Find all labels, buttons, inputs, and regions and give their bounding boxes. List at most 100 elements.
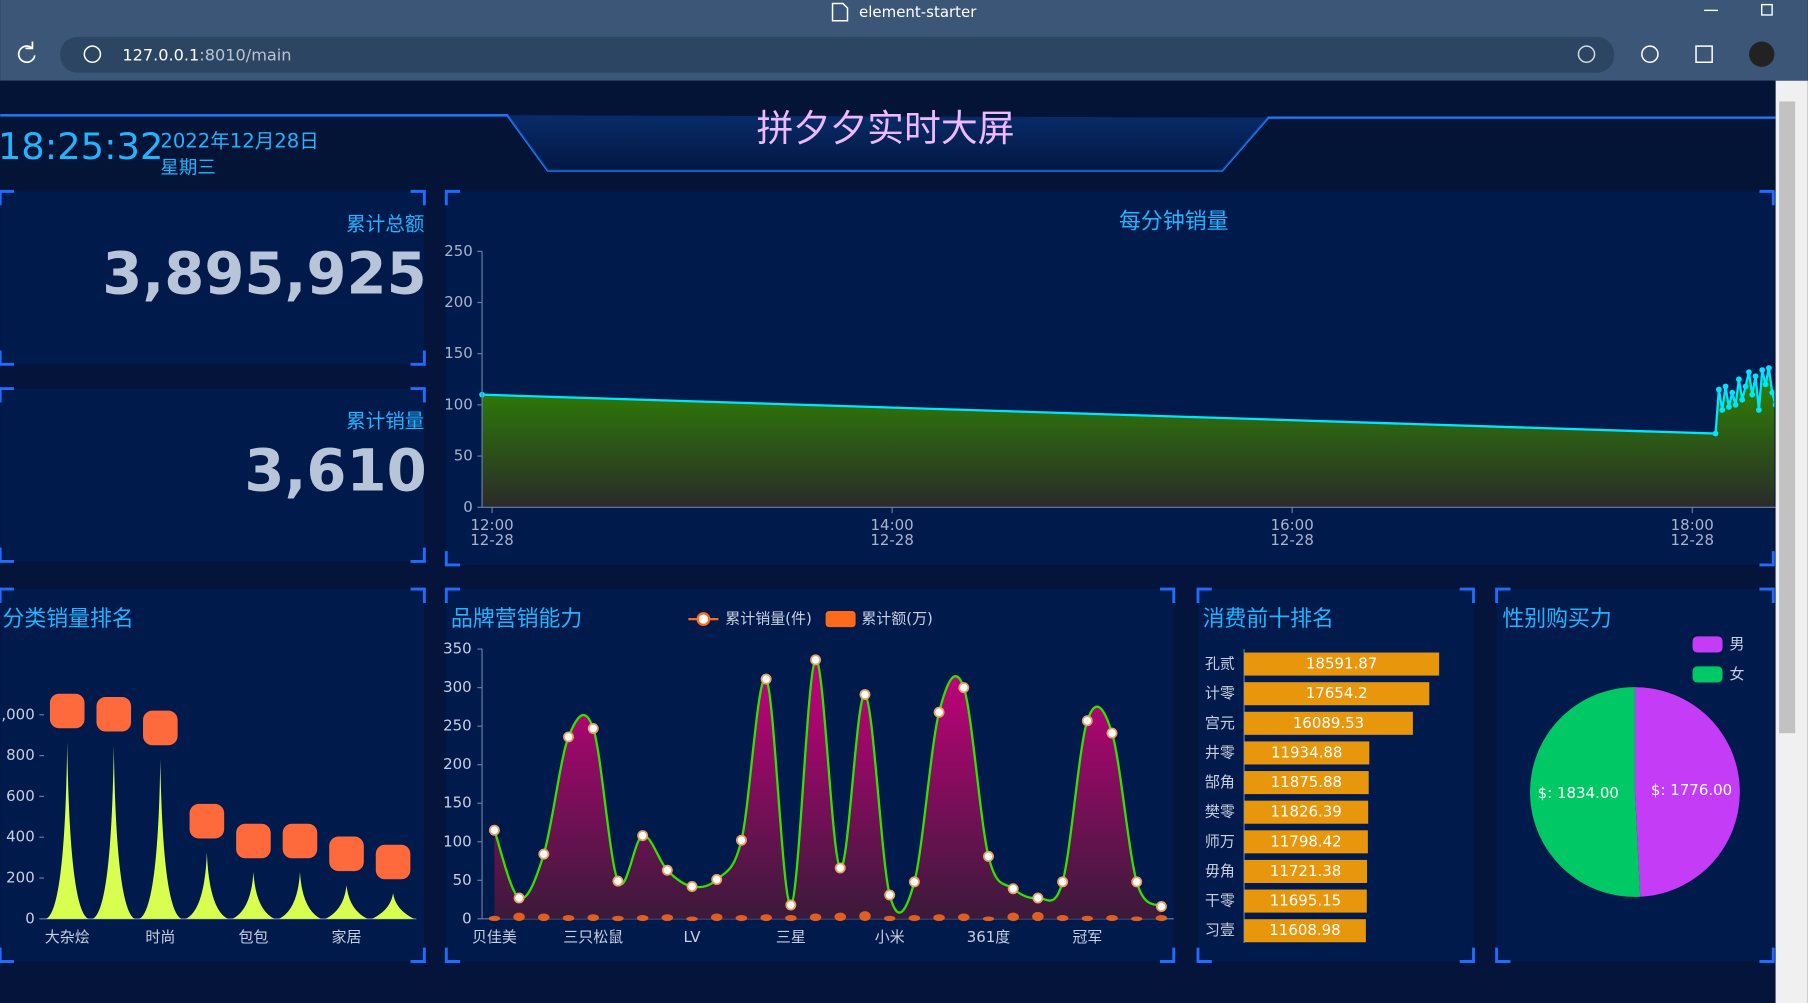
category-icon: [282, 823, 318, 859]
point: [1742, 383, 1749, 390]
address-bar[interactable]: [60, 36, 1615, 73]
point: [760, 673, 772, 685]
y-tick-label: 150: [443, 794, 472, 812]
point: [1716, 386, 1722, 393]
bar: [1244, 741, 1370, 765]
category-icon: [236, 823, 271, 859]
chart-title: 分类销量排名: [2, 607, 133, 632]
x-tick-label: 18:00: [1671, 516, 1714, 534]
point: [1736, 376, 1742, 383]
value-label: $: 1834.00: [1538, 784, 1619, 802]
bar: [1056, 914, 1069, 922]
area: [494, 659, 1162, 919]
bar: [908, 914, 921, 922]
category-icon: [375, 844, 411, 880]
bar: [1244, 889, 1367, 913]
value-label: 11798.42: [1270, 832, 1341, 850]
y-tick-label: 干零: [1205, 892, 1235, 910]
point: [1752, 373, 1759, 380]
y-tick-label: 600: [6, 787, 35, 805]
panel: [0, 191, 425, 365]
bar: [1081, 915, 1094, 922]
point: [1772, 402, 1775, 408]
bar: [232, 872, 275, 919]
bar: [46, 742, 89, 919]
value-label: 11721.38: [1270, 862, 1341, 880]
collections-icon[interactable]: [1695, 45, 1713, 64]
y-tick-label: 井零: [1205, 743, 1235, 761]
chart-title: 品牌营销能力: [451, 607, 582, 632]
point: [1719, 407, 1726, 413]
point: [1155, 901, 1167, 912]
y-tick-label: 1,000: [0, 705, 35, 723]
header-center: [507, 115, 1269, 171]
y-tick-label: 400: [6, 828, 35, 846]
bar: [92, 745, 135, 919]
bar: [185, 852, 228, 919]
site-info-icon[interactable]: [83, 45, 102, 64]
point: [1032, 892, 1044, 904]
x-tick-label: 12-28: [870, 531, 914, 549]
y-tick-label: 150: [444, 344, 473, 362]
point: [1081, 715, 1093, 727]
x-tick-label: LV: [684, 928, 702, 946]
panel: [0, 388, 425, 562]
y-tick-label: 350: [443, 640, 472, 658]
y-tick-label: 100: [444, 395, 473, 413]
value-label: $: 1776.00: [1651, 781, 1732, 799]
value-label: 11608.98: [1269, 921, 1340, 939]
scrollbar-thumb[interactable]: [1779, 101, 1796, 734]
bar: [834, 912, 847, 922]
bar: [1155, 914, 1168, 922]
x-tick-label: 14:00: [871, 516, 914, 534]
point: [958, 682, 970, 694]
bar: [760, 914, 772, 922]
card-value: 3,610: [244, 437, 426, 505]
y-tick-label: 习壹: [1205, 921, 1235, 939]
point: [1766, 365, 1772, 371]
panel-corner: [444, 189, 1775, 567]
y-tick-label: 计零: [1205, 684, 1235, 702]
chart-title: 每分钟销量: [1119, 210, 1228, 235]
bar: [883, 915, 896, 922]
pie-slice: [1530, 687, 1641, 897]
bar: [1244, 711, 1413, 735]
y-tick-label: 800: [6, 746, 35, 764]
point: [686, 880, 698, 892]
point: [908, 876, 920, 888]
point: [1732, 402, 1739, 408]
chart-title: 消费前十排名: [1203, 607, 1334, 632]
card-value: 3,895,925: [102, 239, 426, 307]
reload-button[interactable]: [17, 41, 36, 64]
point: [612, 875, 624, 887]
favorite-icon[interactable]: [1577, 45, 1596, 64]
y-tick-label: 200: [443, 755, 472, 773]
profile-icon[interactable]: [1749, 41, 1775, 67]
point: [488, 824, 500, 836]
bar: [809, 913, 822, 922]
point: [1057, 876, 1069, 888]
y-tick-label: 0: [25, 909, 35, 927]
point: [1106, 727, 1118, 739]
restore-button[interactable]: [1761, 3, 1773, 16]
x-tick-label: 大杂烩: [45, 928, 90, 946]
bar: [1106, 914, 1118, 922]
bar: [372, 893, 415, 919]
y-tick-label: 孔贰: [1205, 655, 1235, 673]
clock-date: 2022年12月28日: [160, 129, 318, 152]
category-icon: [189, 803, 225, 839]
bar: [735, 914, 748, 922]
bar: [982, 916, 995, 922]
point: [933, 706, 945, 718]
panel-corner: [444, 587, 1176, 963]
bar: [488, 915, 501, 922]
bar: [1244, 800, 1369, 824]
value-label: 18591.87: [1306, 655, 1377, 673]
bar: [636, 914, 649, 922]
y-tick-label: 200: [6, 869, 35, 887]
favorites-icon[interactable]: [1641, 45, 1659, 64]
legend-label: 累计额(万): [861, 610, 933, 628]
value-label: 17654.2: [1306, 684, 1368, 702]
panel-corner: [0, 189, 426, 366]
point: [637, 830, 649, 842]
